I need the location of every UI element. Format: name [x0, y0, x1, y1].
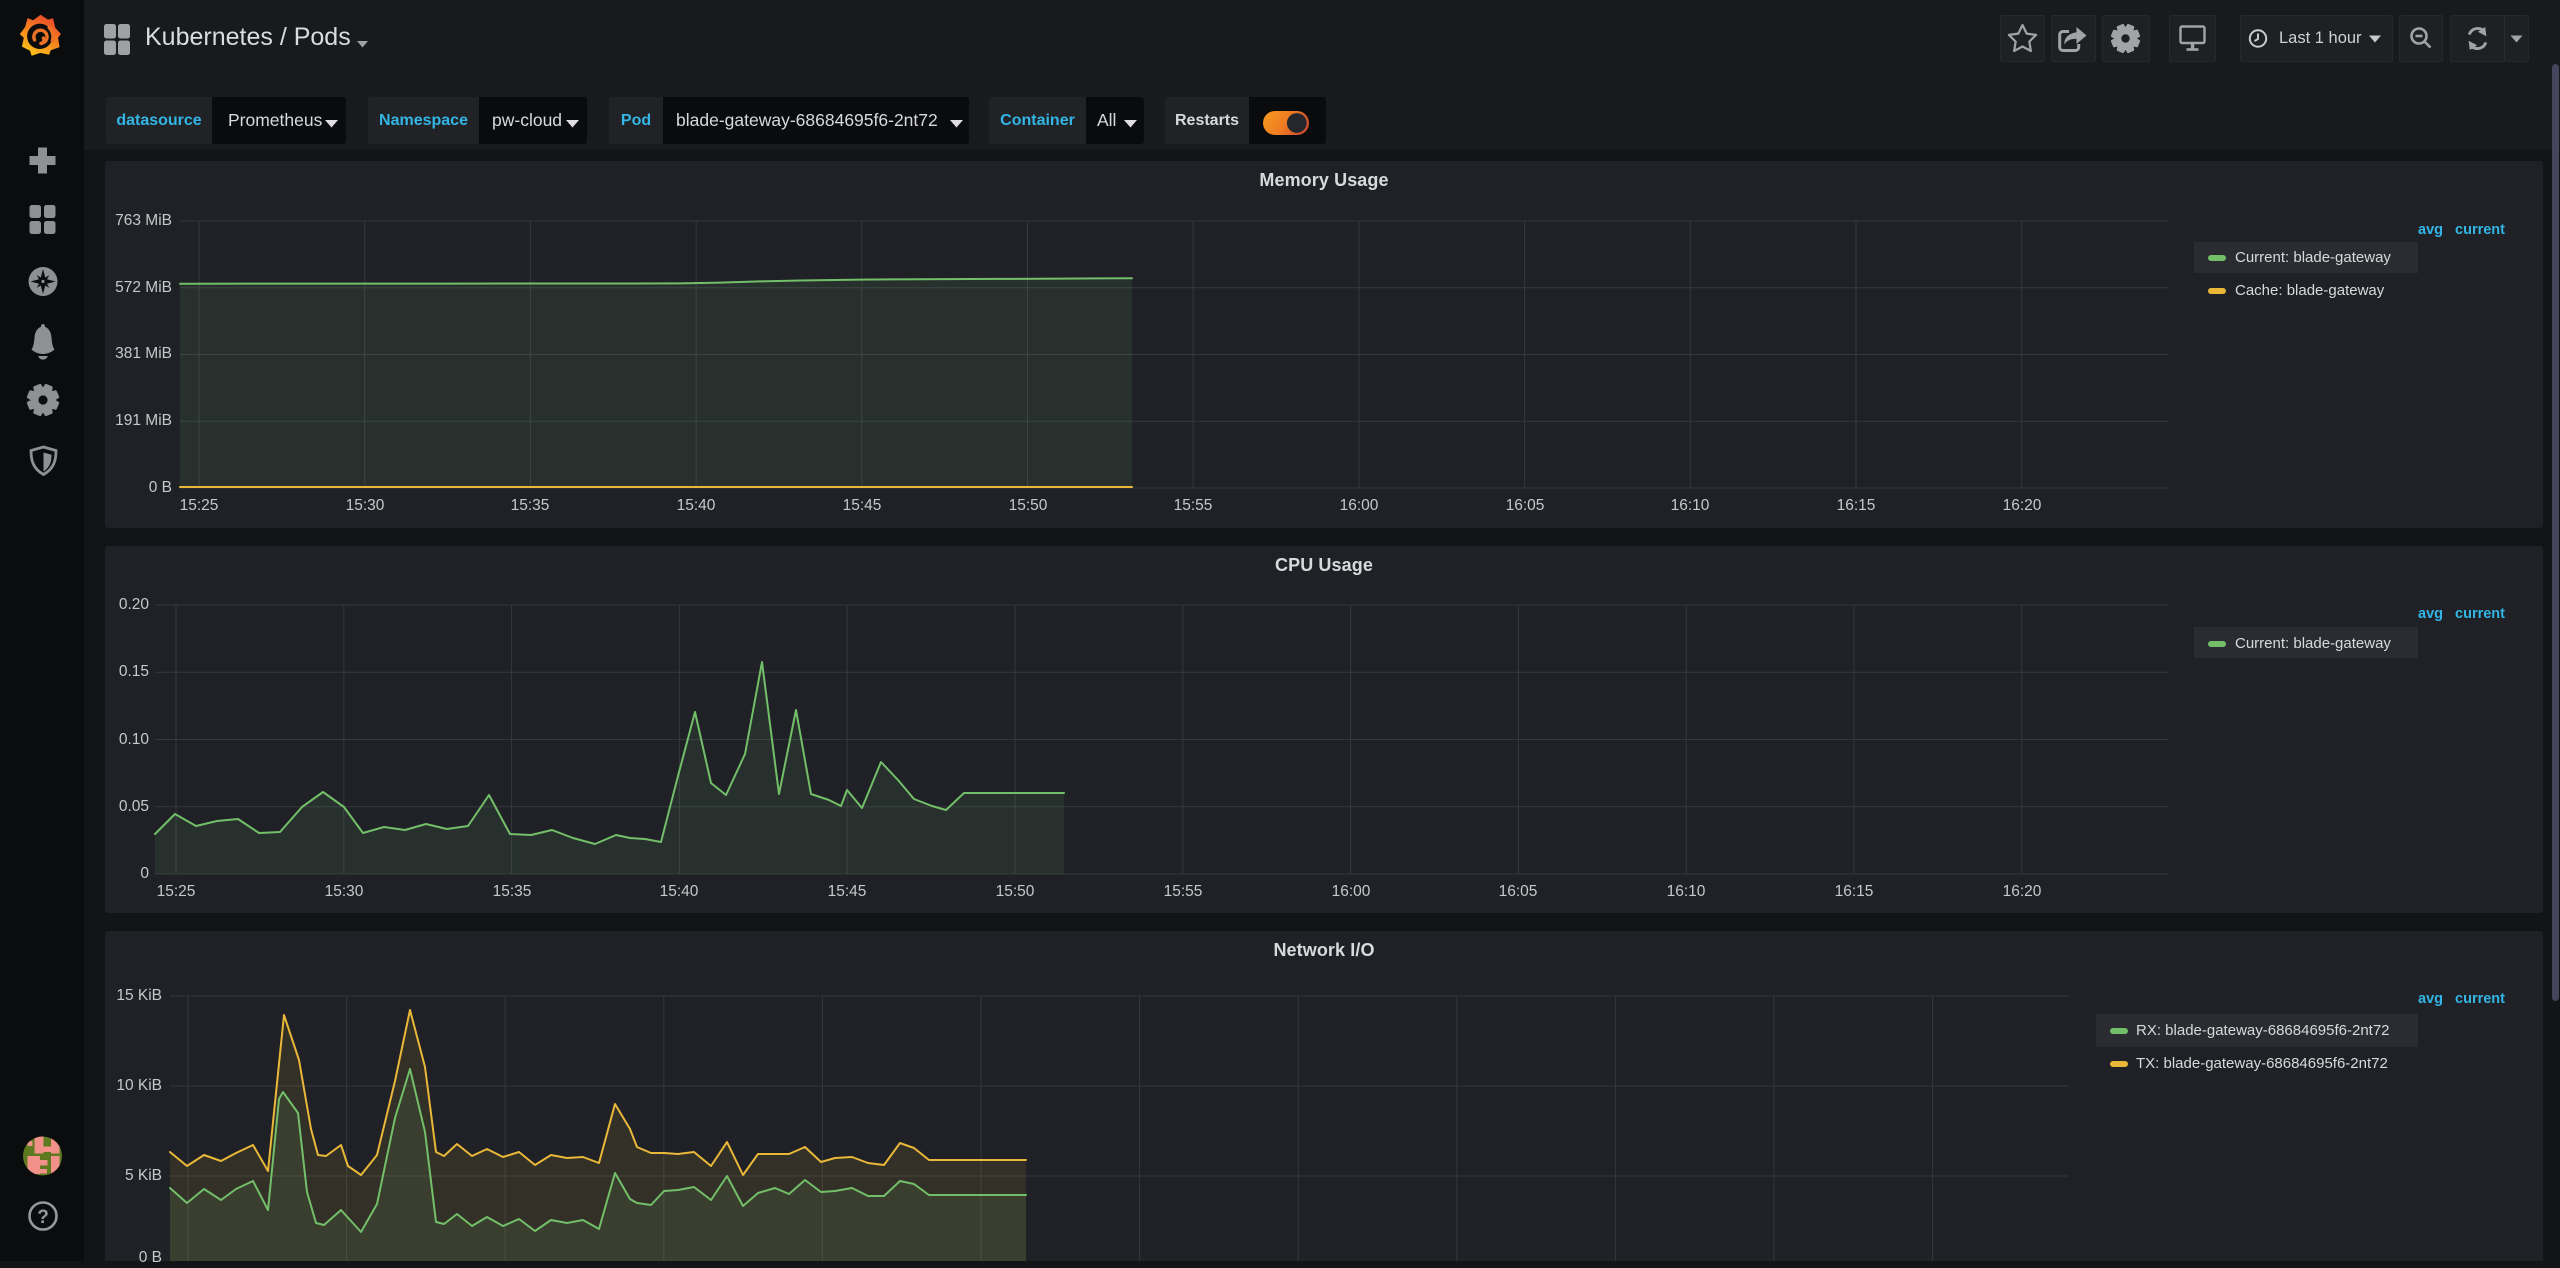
svg-text:?: ? [37, 1207, 49, 1228]
